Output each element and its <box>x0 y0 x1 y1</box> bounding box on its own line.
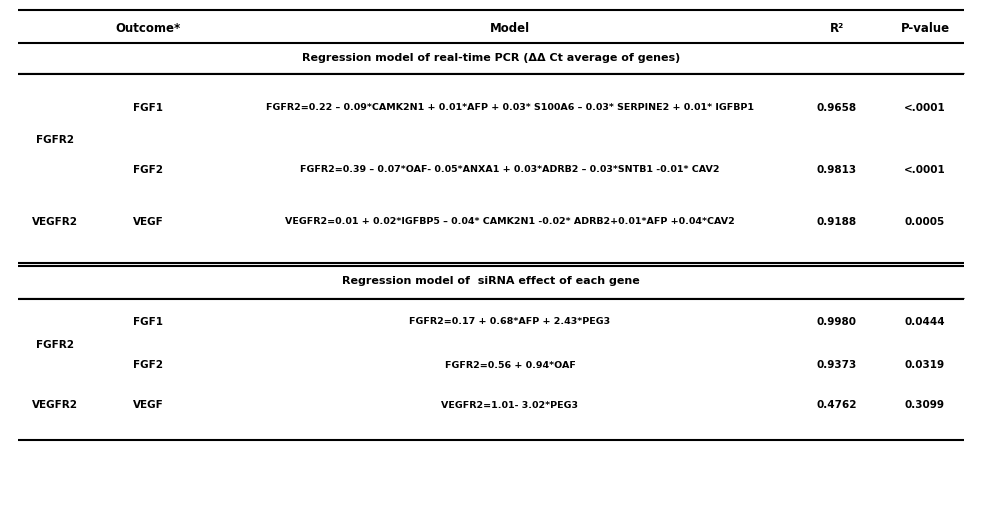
Text: FGF1: FGF1 <box>133 103 163 113</box>
Text: FGFR2=0.56 + 0.94*OAF: FGFR2=0.56 + 0.94*OAF <box>445 361 575 370</box>
Text: FGFR2=0.17 + 0.68*AFP + 2.43*PEG3: FGFR2=0.17 + 0.68*AFP + 2.43*PEG3 <box>409 318 611 327</box>
Text: VEGF: VEGF <box>133 217 163 227</box>
Text: Outcome*: Outcome* <box>115 23 181 35</box>
Text: 0.3099: 0.3099 <box>905 400 945 410</box>
Text: 0.9188: 0.9188 <box>817 217 857 227</box>
Text: VEGFR2: VEGFR2 <box>32 217 78 227</box>
Text: FGF2: FGF2 <box>133 165 163 175</box>
Text: FGFR2=0.39 – 0.07*OAF- 0.05*ANXA1 + 0.03*ADRB2 – 0.03*SNTB1 -0.01* CAV2: FGFR2=0.39 – 0.07*OAF- 0.05*ANXA1 + 0.03… <box>300 166 720 175</box>
Text: VEGFR2: VEGFR2 <box>32 400 78 410</box>
Text: 0.9373: 0.9373 <box>817 360 857 370</box>
Text: 0.0444: 0.0444 <box>904 317 946 327</box>
Text: FGFR2: FGFR2 <box>36 340 74 350</box>
Text: VEGFR2=1.01- 3.02*PEG3: VEGFR2=1.01- 3.02*PEG3 <box>442 400 578 410</box>
Text: 0.0005: 0.0005 <box>904 217 945 227</box>
Text: <.0001: <.0001 <box>904 103 946 113</box>
Text: Regression model of real-time PCR (ΔΔ Ct average of genes): Regression model of real-time PCR (ΔΔ Ct… <box>301 53 681 63</box>
Text: Model: Model <box>490 23 530 35</box>
Text: FGFR2: FGFR2 <box>36 135 74 145</box>
Text: 0.0319: 0.0319 <box>905 360 945 370</box>
Text: P-value: P-value <box>900 23 950 35</box>
Text: <.0001: <.0001 <box>904 165 946 175</box>
Text: 0.9658: 0.9658 <box>817 103 857 113</box>
Text: 0.9980: 0.9980 <box>817 317 857 327</box>
Text: 0.9813: 0.9813 <box>817 165 857 175</box>
Text: FGF2: FGF2 <box>133 360 163 370</box>
Text: VEGFR2=0.01 + 0.02*IGFBP5 – 0.04* CAMK2N1 -0.02* ADRB2+0.01*AFP +0.04*CAV2: VEGFR2=0.01 + 0.02*IGFBP5 – 0.04* CAMK2N… <box>285 218 735 227</box>
Text: Regression model of  siRNA effect of each gene: Regression model of siRNA effect of each… <box>342 276 640 286</box>
Text: 0.4762: 0.4762 <box>817 400 857 410</box>
Text: R²: R² <box>830 23 845 35</box>
Text: FGF1: FGF1 <box>133 317 163 327</box>
Text: VEGF: VEGF <box>133 400 163 410</box>
Text: FGFR2=0.22 – 0.09*CAMK2N1 + 0.01*AFP + 0.03* S100A6 – 0.03* SERPINE2 + 0.01* IGF: FGFR2=0.22 – 0.09*CAMK2N1 + 0.01*AFP + 0… <box>266 104 754 113</box>
